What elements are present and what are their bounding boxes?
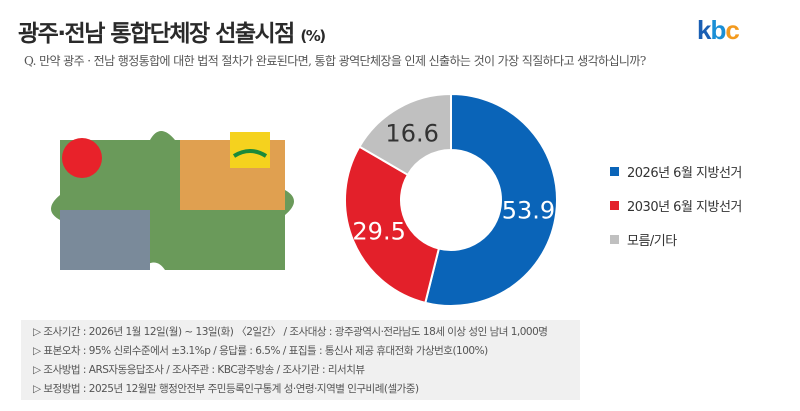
legend-swatch — [610, 167, 619, 176]
legend-swatch — [610, 235, 619, 244]
legend-item: 모름/기타 — [610, 230, 742, 249]
survey-method: ▷ 조사방법 : ARS자동응답조사 / 조사주관 : KBC광주방송 / 조사… — [33, 364, 365, 376]
legend-label: 2026년 6월 지방선거 — [627, 166, 742, 181]
unit-label: (%) — [300, 27, 326, 45]
question-text: Q. 만약 광주 · 전남 행정통합에 대한 법적 절차가 완료된다면, 통합 … — [24, 54, 646, 68]
legend-item: 2030년 6월 지방선거 — [610, 196, 742, 215]
donut-slice — [344, 145, 441, 305]
gwangju-emblem-icon — [62, 138, 102, 178]
weighting-method: ▷ 보정방법 : 2025년 12월말 행정안전부 주민등록인구통계 성·연령·… — [33, 383, 419, 395]
legend-label: 2030년 6월 지방선거 — [627, 200, 742, 215]
donut-chart: 53.9 29.5 16.6 — [344, 92, 558, 307]
donut-slice — [358, 92, 452, 177]
donut-slice — [424, 92, 558, 307]
data-label: 53.9 — [502, 197, 555, 225]
legend-swatch — [610, 201, 619, 210]
sampling-error: ▷ 표본오차 : 95% 신뢰수준에서 ±3.1%p / 응답률 : 6.5% … — [33, 345, 488, 357]
data-label: 16.6 — [385, 119, 438, 147]
survey-info: ▷ 조사기간 : 2026년 1월 12일(월) ~ 13일(화) 〈2일간〉 … — [21, 320, 580, 400]
puzzle-illustration — [51, 131, 294, 270]
title-text: 광주·전남 통합단체장 선출시점 — [18, 21, 295, 47]
survey-period: ▷ 조사기간 : 2026년 1월 12일(월) ~ 13일(화) 〈2일간〉 … — [33, 326, 548, 338]
kbc-logo: kbc — [697, 15, 740, 45]
legend-item: 2026년 6월 지방선거 — [610, 162, 742, 181]
page-title: 광주·전남 통합단체장 선출시점 (%) — [18, 14, 326, 48]
legend: 2026년 6월 지방선거 2030년 6월 지방선거 모름/기타 — [610, 162, 742, 264]
data-label: 29.5 — [352, 217, 405, 245]
legend-label: 모름/기타 — [627, 234, 677, 249]
